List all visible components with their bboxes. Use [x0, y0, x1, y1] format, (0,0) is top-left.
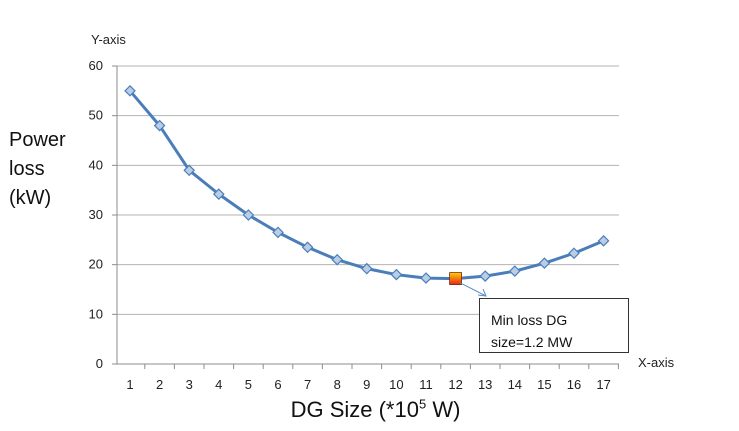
y-tick-labels: 0 10 20 30 40 50 60 — [89, 58, 103, 371]
x-axis-label-prefix: DG Size (*10 — [290, 397, 419, 423]
x-tick-label: 16 — [567, 377, 581, 392]
data-point — [390, 268, 403, 281]
x-axis-label-superscript: 5 — [418, 397, 427, 412]
x-tick-label: 8 — [334, 377, 341, 392]
x-tick-label: 2 — [156, 377, 163, 392]
y-tick-label: 0 — [96, 356, 103, 371]
x-tick-label: 6 — [274, 377, 281, 392]
min-loss-point — [449, 272, 463, 285]
arrow-line — [459, 282, 487, 297]
y-tick-label: 50 — [89, 108, 103, 123]
y-tick-label: 60 — [89, 58, 103, 73]
x-tick-label: 9 — [363, 377, 370, 392]
grid-lines — [117, 65, 619, 315]
x-tick-label: 10 — [389, 377, 403, 392]
data-point — [538, 257, 551, 270]
annotation-line: Min loss DG — [491, 312, 568, 328]
data-point — [212, 188, 225, 200]
y-tick-label: 40 — [89, 157, 103, 172]
data-point — [272, 226, 284, 239]
data-point — [242, 209, 255, 221]
x-tick-label: 13 — [478, 377, 492, 392]
annotation-line: size=1.2 MW — [491, 334, 573, 350]
data-point — [331, 253, 344, 266]
data-point — [597, 234, 610, 247]
y-axis-title: Y-axis — [91, 32, 126, 47]
series-path — [128, 89, 605, 281]
x-axis-label-suffix: W) — [426, 397, 461, 423]
data-point — [301, 241, 314, 254]
x-tick-label: 5 — [245, 377, 252, 392]
annotation-arrow — [459, 282, 487, 297]
x-tick-label: 17 — [596, 377, 610, 392]
y-tick-label: 30 — [89, 207, 103, 222]
y-axis-label-line: loss — [9, 158, 45, 180]
y-axis-label: Power loss (kW) — [9, 126, 66, 213]
x-tick-label: 7 — [304, 377, 311, 392]
x-tick-label: 1 — [126, 377, 133, 392]
data-point — [508, 265, 521, 277]
annotation-box: Min loss DG size=1.2 MW — [479, 298, 629, 353]
x-tick-label: 14 — [508, 377, 522, 392]
data-point — [360, 262, 373, 275]
x-tick-label: 4 — [215, 377, 222, 392]
data-point — [420, 272, 432, 284]
series-line — [128, 89, 605, 281]
y-tick-label: 10 — [89, 306, 103, 321]
y-axis-label-line: (kW) — [9, 187, 52, 209]
x-tick-label: 12 — [448, 377, 462, 392]
x-tick-label: 3 — [186, 377, 193, 392]
data-point — [183, 164, 196, 177]
x-axis-label: DG Size (*105 W) — [0, 397, 739, 423]
data-point — [479, 270, 492, 282]
series-markers — [124, 84, 610, 285]
x-axis-title: X-axis — [638, 355, 675, 370]
data-point — [568, 247, 580, 260]
x-tick-label: 15 — [537, 377, 551, 392]
axes — [112, 65, 619, 369]
x-tick-labels: 1 2 3 4 5 6 7 8 9 10 11 12 13 14 15 16 17 — [126, 377, 610, 392]
y-axis-label-line: Power — [9, 129, 66, 151]
data-point — [124, 84, 136, 97]
arrow-head — [477, 288, 487, 297]
y-tick-label: 20 — [89, 257, 103, 272]
data-point — [153, 119, 166, 132]
x-tick-label: 11 — [419, 377, 433, 392]
